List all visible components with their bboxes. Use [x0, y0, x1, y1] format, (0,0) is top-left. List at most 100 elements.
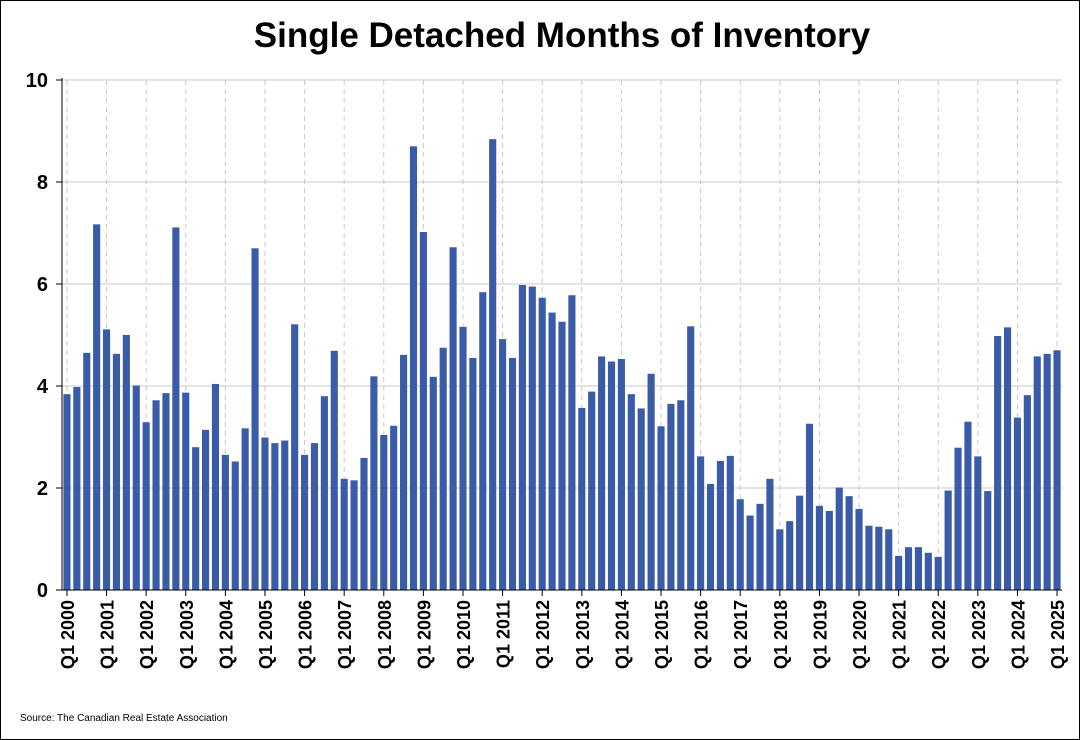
- bar: [221, 454, 229, 590]
- y-tick-label: 4: [37, 376, 49, 398]
- x-tick-label: Q1 2022: [929, 600, 949, 669]
- bar: [162, 393, 170, 590]
- bar: [538, 297, 546, 590]
- bar: [271, 443, 279, 590]
- bar: [310, 443, 319, 590]
- x-tick-label: Q1 2007: [335, 600, 355, 669]
- bar: [924, 552, 932, 590]
- bar: [63, 394, 71, 590]
- bar: [855, 508, 863, 590]
- bar: [1023, 395, 1031, 590]
- bar: [687, 326, 695, 590]
- bar: [192, 447, 200, 590]
- x-tick-label: Q1 2011: [494, 600, 514, 668]
- bar: [241, 428, 249, 590]
- bar: [964, 421, 972, 590]
- bar: [746, 515, 754, 590]
- bar: [845, 496, 853, 590]
- bar: [697, 456, 705, 590]
- x-tick-label: Q1 2012: [533, 600, 553, 669]
- bar: [291, 324, 299, 590]
- x-tick-label: Q1 2000: [58, 600, 78, 669]
- bar: [1053, 350, 1061, 590]
- bar: [974, 456, 982, 590]
- bar: [182, 392, 190, 590]
- bar: [598, 356, 606, 590]
- bar: [489, 139, 497, 590]
- bar: [875, 526, 883, 590]
- bar: [330, 350, 338, 590]
- bar: [419, 231, 427, 591]
- bar: [667, 403, 675, 590]
- x-tick-label: Q1 2013: [573, 600, 593, 669]
- axes: 0 2 4 6 8 10 Q1 2000 Q1 2001 Q1 2002 Q1 2003 Q1 20…: [26, 70, 1068, 669]
- bar: [73, 387, 81, 590]
- bar: [994, 336, 1002, 590]
- bar: [301, 454, 309, 590]
- bar: [370, 376, 378, 590]
- bar: [231, 461, 239, 590]
- bar: [895, 555, 903, 590]
- chart-title: Single Detached Months of Inventory: [253, 16, 871, 55]
- bar: [528, 286, 536, 590]
- x-tick-label: Q1 2023: [969, 600, 989, 669]
- x-tick-label: Q1 2018: [771, 600, 791, 669]
- source-note: Source: The Canadian Real Estate Associa…: [20, 713, 228, 724]
- bar: [796, 495, 804, 590]
- bar: [914, 547, 922, 590]
- bar: [548, 312, 556, 590]
- y-tick-label: 8: [37, 172, 48, 194]
- x-tick-label: Q1 2005: [256, 600, 276, 669]
- bar: [429, 376, 437, 590]
- bar: [142, 422, 150, 590]
- bar: [617, 358, 625, 590]
- bar: [469, 357, 477, 590]
- bar: [647, 373, 655, 590]
- bar: [518, 285, 526, 590]
- x-tick-label: Q1 2008: [375, 600, 395, 669]
- bar: [815, 505, 823, 590]
- bars: [63, 139, 1061, 591]
- bar: [716, 460, 724, 590]
- bar: [637, 408, 645, 590]
- bar: [340, 478, 348, 590]
- bar: [677, 400, 685, 590]
- x-tick-label: Q1 2014: [612, 600, 632, 669]
- bar: [459, 326, 467, 590]
- bar: [350, 480, 358, 590]
- bar: [904, 547, 913, 590]
- bar: [320, 396, 328, 590]
- bar: [281, 440, 289, 590]
- x-tick-label: Q1 2021: [890, 600, 910, 669]
- bar: [390, 425, 398, 590]
- bar: [499, 339, 507, 590]
- bar: [360, 457, 368, 590]
- bar: [726, 455, 734, 590]
- bar: [736, 499, 744, 590]
- bar: [706, 483, 715, 590]
- bar: [508, 357, 517, 590]
- bar: [122, 335, 130, 590]
- bar: [776, 529, 784, 590]
- bar: [944, 490, 952, 590]
- x-tick-label: Q1 2017: [731, 600, 751, 669]
- bar: [102, 329, 111, 590]
- bar: [756, 503, 764, 590]
- bar: [93, 224, 101, 590]
- bar: [400, 354, 408, 590]
- bar: [211, 383, 220, 590]
- bar: [251, 248, 259, 591]
- bar: [152, 400, 160, 590]
- bar: [984, 491, 992, 590]
- bar: [954, 447, 962, 590]
- bar: [578, 407, 586, 590]
- bar: [202, 429, 210, 590]
- x-tick-label: Q1 2006: [296, 600, 316, 669]
- bar: [865, 525, 873, 590]
- bar: [83, 352, 91, 590]
- bar: [261, 437, 269, 590]
- x-tick-label: Q1 2019: [810, 600, 830, 669]
- x-tick-label: Q1 2004: [216, 600, 236, 669]
- bar: [627, 394, 635, 590]
